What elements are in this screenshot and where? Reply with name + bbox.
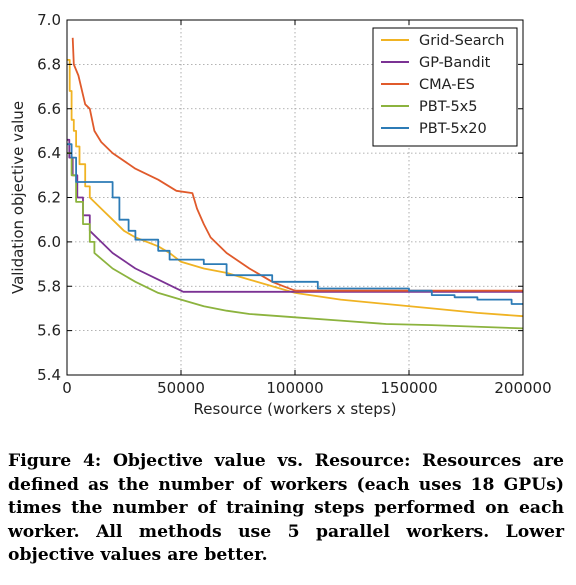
x-tick-label: 0	[62, 379, 72, 397]
x-axis-label: Resource (workers x steps)	[194, 400, 397, 418]
series-line-pbt-5x20	[67, 143, 523, 305]
series-line-cma-es	[71, 37, 523, 292]
series-lines	[67, 37, 524, 330]
x-tick-label: 50000	[157, 379, 205, 397]
series-line-grid-search	[67, 59, 524, 318]
x-tick-label: 200000	[494, 379, 551, 397]
figure-caption: Figure 4: Objective value vs. Resource: …	[8, 451, 564, 566]
series-line-pbt-5x5	[67, 152, 524, 330]
y-tick-label: 5.4	[37, 366, 61, 384]
y-tick-label: 6.8	[37, 55, 61, 73]
y-axis-label: Validation objective value	[9, 101, 27, 294]
y-tick-label: 5.8	[37, 277, 61, 295]
axis-ticks: 0 50000 100000 150000 200000 5.4 5.6 5.8 6.0 6.2 6…	[37, 11, 551, 397]
x-tick-label: 150000	[380, 379, 437, 397]
y-tick-label: 6.4	[37, 144, 61, 162]
legend-box	[372, 27, 518, 147]
legend-label: PBT-5x20	[419, 121, 487, 137]
legend-label: Grid-Search	[419, 33, 504, 49]
x-tick-label: 100000	[266, 379, 323, 397]
legend: Grid-Search GP-Bandit CMA-ES PBT-5x5 PBT-5x2…	[372, 27, 518, 147]
objective-vs-resource-chart: 0 50000 100000 150000 200000 5.4 5.6 5.8 6.0 6.2 6…	[9, 11, 552, 418]
legend-label: PBT-5x5	[419, 99, 477, 115]
y-tick-label: 6.0	[37, 233, 61, 251]
y-tick-label: 5.6	[37, 322, 61, 340]
y-tick-label: 6.2	[37, 189, 61, 207]
legend-label: GP-Bandit	[419, 55, 491, 71]
legend-label: CMA-ES	[419, 77, 475, 93]
y-tick-label: 7.0	[37, 11, 61, 29]
y-tick-label: 6.6	[37, 100, 61, 118]
